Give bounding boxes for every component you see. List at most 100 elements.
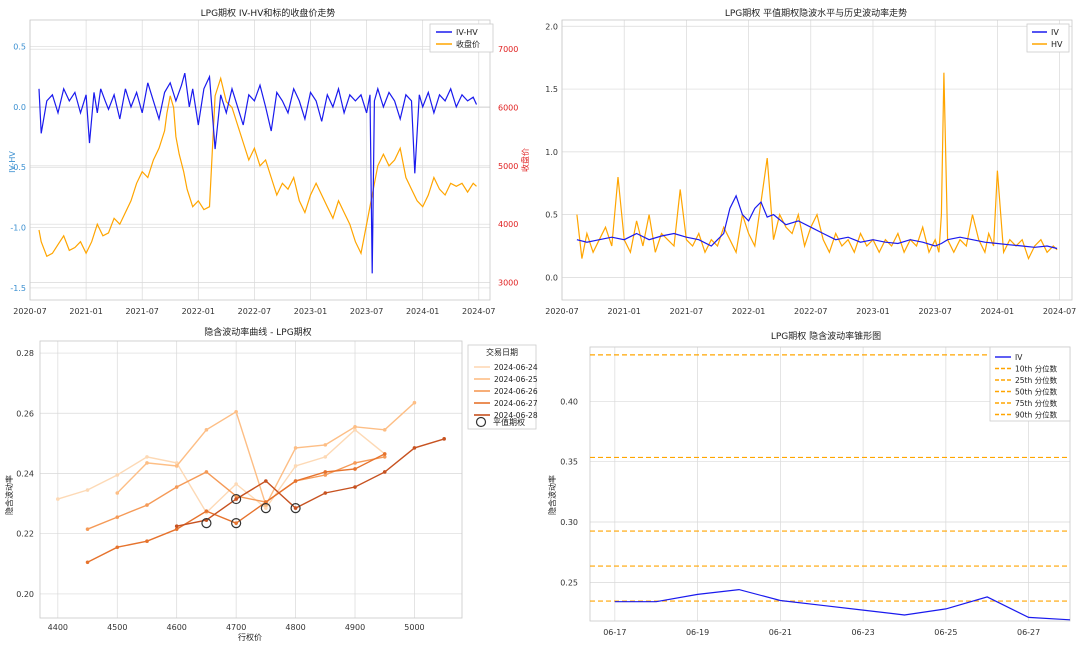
x-tick-label: 4600	[167, 623, 187, 632]
y-tick-label: 0.35	[560, 458, 578, 467]
x-tick-label: 4500	[107, 623, 127, 632]
y-tick-label: 0.5	[13, 43, 26, 52]
smile-point	[204, 428, 209, 432]
plot-frame	[29, 19, 491, 301]
x-tick-label: 2023-07	[350, 307, 383, 316]
iv-hv-level-title: LPG期权 平值期权隐波水平与历史波动率走势	[725, 7, 907, 19]
smile-point	[85, 488, 90, 492]
y2-tick-label: 3000	[498, 279, 518, 288]
smile-point	[204, 470, 209, 474]
x-tick-label: 2021-07	[670, 307, 703, 316]
y-tick-label: 0.28	[16, 349, 34, 358]
x-tick-label: 4400	[48, 623, 68, 632]
smile-ylabel: 隐含波动率	[4, 475, 14, 515]
smile-point	[234, 521, 238, 525]
legend-label: 25th 分位数	[1015, 375, 1058, 385]
x-tick-label: 2024-01	[406, 307, 439, 316]
smile-point	[174, 485, 179, 489]
cone-title: LPG期权 隐含波动率锥形图	[771, 330, 881, 342]
x-tick-label: 4800	[285, 623, 305, 632]
smile-point	[293, 506, 298, 510]
legend-hv-label: HV	[1051, 40, 1063, 49]
smile-point	[145, 503, 149, 507]
smile-point	[323, 473, 328, 477]
smile-point	[234, 482, 238, 486]
smile-point	[115, 515, 120, 519]
legend-atm-label: 平值期权	[493, 417, 525, 427]
legend-label: 10th 分位数	[1015, 364, 1058, 374]
iv-hv-level-plot-area: 2020-07 2021-01 2021-07 2022-01 2022-07 2023-…	[545, 19, 1076, 316]
smile-point	[412, 400, 417, 405]
smile-legend-title: 交易日期	[486, 347, 518, 357]
y2-tick-label: 4000	[498, 220, 518, 229]
smile-point	[293, 446, 298, 450]
smile-point	[382, 452, 387, 456]
y-tick-label: -1.5	[10, 284, 26, 293]
y-tick-label: 0.20	[16, 590, 34, 599]
y-tick-label: 0.0	[545, 273, 558, 282]
smile-point	[264, 506, 268, 510]
atm-marker	[260, 503, 271, 514]
cone-plot-area: 06-17 06-19 06-21 06-23 06-25 06-27 0.40 0.35 0.…	[560, 346, 1071, 637]
ivhv-legend: IV-HV 收盘价	[429, 23, 494, 53]
ivhv-ylabel: IV-HV	[8, 151, 17, 173]
legend-label: 2024-06-28	[494, 411, 538, 420]
smile-point	[234, 409, 238, 414]
x-tick-label: 2022-07	[238, 307, 271, 316]
smile-point	[293, 464, 298, 468]
y-tick-label: 0.5	[545, 211, 558, 220]
y-tick-label: 0.24	[16, 469, 34, 478]
iv-hv-level-chart: LPG期权 平值期权隐波水平与历史波动率走势 2020-07 2021-01 202…	[545, 7, 1076, 316]
iv-cone-line	[614, 588, 1071, 621]
cone-chart: LPG期权 隐含波动率锥形图 06-17 06-19 06-21 06-23 06-25…	[547, 330, 1071, 637]
y-tick-label: 2.0	[545, 22, 558, 31]
atm-marker	[231, 518, 242, 529]
y-tick-label: 0.26	[16, 409, 34, 418]
atm-marker	[290, 503, 301, 514]
ivhv-chart: LPG期权 IV-HV和标的收盘价走势 2020-07 2021-01 2021-0…	[8, 7, 530, 316]
smile-point	[412, 446, 417, 450]
y-tick-label: 0.22	[16, 530, 34, 539]
x-tick-label: 2022-01	[182, 307, 215, 316]
y-tick-label: -1.0	[10, 224, 26, 233]
x-tick-label: 06-19	[686, 628, 709, 637]
plot-frame	[39, 340, 463, 619]
smile-point	[85, 527, 90, 531]
y2-tick-label: 6000	[498, 104, 518, 113]
smile-point	[323, 443, 328, 447]
atm-marker	[231, 493, 242, 505]
smile-line-2024-06-28	[176, 438, 445, 527]
smile-point	[204, 509, 209, 513]
smile-point	[145, 539, 149, 544]
legend-label: 75th 分位数	[1015, 398, 1058, 408]
y-tick-label: -0.5	[10, 163, 26, 172]
x-tick-label: 06-27	[1017, 628, 1040, 637]
hv-line	[576, 72, 1058, 261]
y2-tick-label: 5000	[498, 162, 518, 171]
smile-line-2024-06-25	[116, 402, 415, 507]
ivhv-plot-area: 2020-07 2021-01 2021-07 2022-01 2022-07 2023-…	[10, 19, 518, 316]
smile-point	[353, 428, 357, 432]
legend-label: 90th 分位数	[1015, 410, 1058, 420]
smile-point	[442, 437, 446, 441]
smile-point	[293, 479, 298, 483]
cone-ylabel: 隐含波动率	[547, 475, 557, 515]
plot-frame	[561, 19, 1073, 301]
legend-close-label: 收盘价	[456, 39, 480, 49]
y-tick-label: 0.25	[560, 578, 578, 587]
close-price-line	[38, 76, 477, 258]
y-tick-label: 0.0	[13, 103, 26, 112]
smile-point	[353, 467, 357, 471]
smile-point	[323, 470, 328, 474]
smile-plot-area: 4400 4500 4600 4700 4800 4900 5000 0.28 0.26 0.24…	[16, 340, 463, 632]
smile-point	[353, 485, 357, 489]
x-tick-label: 4900	[345, 623, 365, 632]
smile-point	[353, 425, 357, 429]
smile-point	[174, 527, 179, 531]
ivhv-line	[38, 72, 478, 274]
x-tick-label: 2021-01	[607, 307, 640, 316]
x-tick-label: 2023-01	[294, 307, 327, 316]
y-tick-label: 1.5	[545, 85, 558, 94]
smile-point	[234, 497, 238, 501]
y-tick-label: 0.40	[560, 397, 578, 406]
